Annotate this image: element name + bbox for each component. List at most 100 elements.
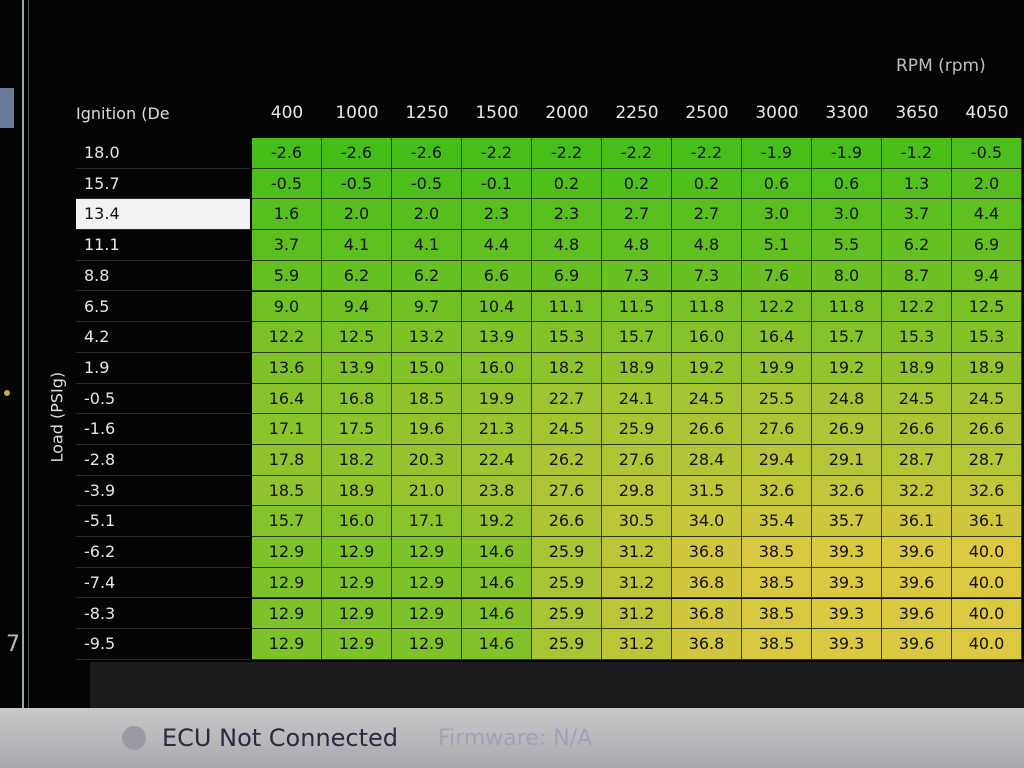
table-cell: 26.2 — [532, 445, 602, 476]
table-cell: -1.9 — [812, 138, 882, 169]
table-cell: 36.8 — [672, 598, 742, 630]
table-cell: 17.1 — [252, 414, 322, 445]
table-cell: 6.9 — [532, 260, 602, 292]
table-cell: 3.7 — [882, 199, 952, 231]
table-cell: 17.1 — [392, 506, 462, 538]
table-cell: 24.5 — [532, 414, 602, 445]
table-cell: -0.5 — [252, 168, 322, 200]
table-cell: 18.5 — [392, 383, 462, 415]
table-cell: 12.9 — [322, 598, 392, 630]
table-cell: 12.2 — [252, 322, 322, 353]
table-cell: 12.9 — [252, 598, 322, 630]
table-cell: 19.2 — [812, 352, 882, 384]
table-cell: 0.6 — [812, 168, 882, 200]
table-cell: 24.8 — [812, 383, 882, 415]
table-cell: 12.9 — [392, 567, 462, 599]
table-cell: 27.6 — [532, 475, 602, 507]
table-cell: 38.5 — [742, 537, 812, 568]
table-cell: 15.0 — [392, 352, 462, 384]
table-cell: 16.4 — [252, 383, 322, 415]
table-cell: 28.7 — [952, 445, 1022, 476]
table-cell: 25.9 — [532, 537, 602, 568]
table-cell: 29.1 — [812, 445, 882, 476]
table-cell: 11.8 — [672, 291, 742, 323]
table-cell: 1.3 — [882, 168, 952, 200]
table-cell: 13.6 — [252, 352, 322, 384]
table-cell: 39.3 — [812, 598, 882, 630]
table-cell: 39.6 — [882, 537, 952, 568]
table-cell: 40.0 — [952, 629, 1022, 660]
table-cell: 26.6 — [672, 414, 742, 445]
table-cell: 24.5 — [882, 383, 952, 415]
table-cell: 39.3 — [812, 567, 882, 599]
table-cell: 13.2 — [392, 322, 462, 353]
table-cell: -2.6 — [322, 138, 392, 169]
table-cell: 20.3 — [392, 445, 462, 476]
table-cell: 0.2 — [602, 168, 672, 200]
table-cell: 24.5 — [672, 383, 742, 415]
table-cell: 4.4 — [952, 199, 1022, 231]
table-cell: 19.2 — [462, 506, 532, 538]
table-cell: 15.3 — [952, 322, 1022, 353]
table-cell: 24.1 — [602, 383, 672, 415]
table-cell: 19.2 — [672, 352, 742, 384]
table-cell: 6.9 — [952, 230, 1022, 261]
table-cell: 35.7 — [812, 506, 882, 538]
row-label: -6.2 — [76, 537, 250, 568]
table-cell: 16.8 — [322, 383, 392, 415]
table-cell: 18.9 — [952, 352, 1022, 384]
table-cell: 14.6 — [462, 567, 532, 599]
table-cell: 11.8 — [812, 291, 882, 323]
table-cell: 7.3 — [672, 260, 742, 292]
table-cell: 32.6 — [952, 475, 1022, 507]
table-cell: 12.5 — [952, 291, 1022, 323]
table-cell: 12.5 — [322, 322, 392, 353]
table-cell: 22.7 — [532, 383, 602, 415]
column-header: 3300 — [825, 103, 869, 123]
column-header: 2000 — [545, 103, 589, 123]
table-cell: 11.5 — [602, 291, 672, 323]
row-label: -5.1 — [76, 506, 250, 538]
table-cell: 39.6 — [882, 598, 952, 630]
table-cell: 5.1 — [742, 230, 812, 261]
table-cell: 9.4 — [952, 260, 1022, 292]
table-cell: 25.9 — [602, 414, 672, 445]
table-cell: 26.6 — [882, 414, 952, 445]
table-cell: 16.0 — [672, 322, 742, 353]
table-cell: 30.5 — [602, 506, 672, 538]
table-cell: 4.8 — [532, 230, 602, 261]
table-cell: -2.6 — [252, 138, 322, 169]
table-cell: 6.2 — [322, 260, 392, 292]
table-cell: 4.1 — [392, 230, 462, 261]
table-cell: 32.6 — [742, 475, 812, 507]
table-cell: 39.3 — [812, 629, 882, 660]
table-cell: 9.4 — [322, 291, 392, 323]
table-cell: 16.0 — [322, 506, 392, 538]
table-cell: 39.6 — [882, 629, 952, 660]
table-cell: 26.9 — [812, 414, 882, 445]
table-cell: 1.6 — [252, 199, 322, 231]
table-cell: 8.7 — [882, 260, 952, 292]
row-label: 6.5 — [76, 292, 250, 323]
table-cell: 3.0 — [742, 199, 812, 231]
status-icon — [122, 726, 146, 750]
table-cell: -1.2 — [882, 138, 952, 169]
side-panel — [0, 0, 24, 708]
table-cell: 14.6 — [462, 629, 532, 660]
table-cell: -0.5 — [392, 168, 462, 200]
table-cell: 2.0 — [322, 199, 392, 231]
row-label: -3.9 — [76, 476, 250, 507]
table-cell: 18.2 — [532, 352, 602, 384]
table-cell: -2.2 — [672, 138, 742, 169]
table-cell: 12.9 — [252, 629, 322, 660]
table-cell: 12.9 — [252, 567, 322, 599]
table-cell: 31.2 — [602, 629, 672, 660]
table-cell: 34.0 — [672, 506, 742, 538]
side-tab[interactable] — [0, 88, 14, 128]
table-cell: 0.2 — [672, 168, 742, 200]
table-cell: 9.7 — [392, 291, 462, 323]
table-cell: 28.7 — [882, 445, 952, 476]
table-cell: 16.4 — [742, 322, 812, 353]
table-cell: 14.6 — [462, 537, 532, 568]
